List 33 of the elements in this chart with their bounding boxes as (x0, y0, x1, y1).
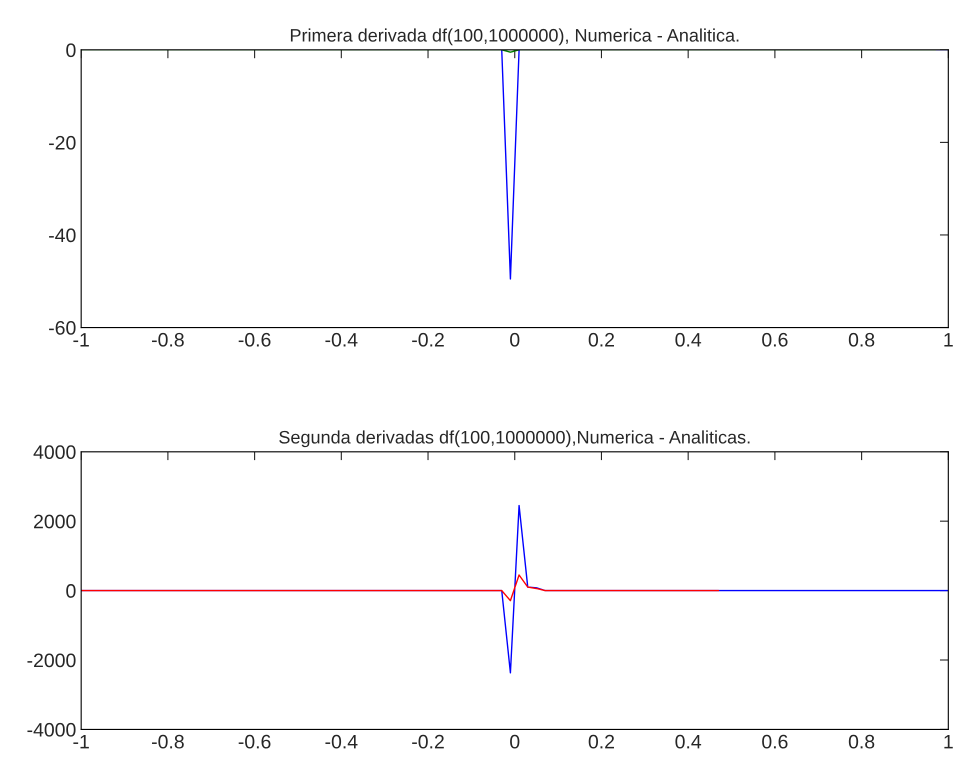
x-tick-label: -0.8 (152, 332, 184, 347)
x-tick-label: 0.2 (588, 734, 614, 749)
y-tick-label: -4000 (27, 722, 76, 737)
y-tick-label: 0 (66, 43, 76, 58)
y-tick-label: -20 (49, 136, 76, 150)
x-tick-label: 0.6 (762, 734, 788, 749)
x-tick-label: -0.4 (325, 734, 358, 749)
x-tick-label: 0 (510, 734, 520, 749)
y-tick-label: 2000 (34, 514, 76, 528)
y-tick-label: -60 (49, 320, 76, 335)
chart-title: Segunda derivadas df(100,1000000),Numerica - Analiticas. (279, 430, 750, 448)
y-tick-label: -40 (49, 228, 76, 242)
x-tick-label: 0.6 (762, 332, 788, 347)
chart-title: Primera derivada df(100,1000000), Numerica - Analitica. (290, 28, 738, 46)
x-tick-label: 0.4 (675, 734, 702, 749)
x-tick-label: -0.6 (238, 332, 271, 347)
x-tick-label: -0.4 (325, 332, 358, 347)
y-tick-label: 0 (66, 584, 76, 598)
x-tick-label: 0.8 (848, 332, 874, 347)
x-tick-label: -0.6 (238, 734, 271, 749)
x-tick-label: -1 (73, 734, 89, 748)
x-tick-label: 1 (944, 734, 953, 748)
x-tick-label: 0.2 (588, 332, 614, 347)
x-tick-label: 1 (944, 333, 953, 346)
x-tick-label: -0.8 (152, 734, 184, 749)
x-tick-label: -0.2 (412, 734, 444, 749)
x-tick-label: 0 (510, 332, 520, 347)
x-tick-label: 0.8 (848, 734, 874, 749)
x-tick-label: 0.4 (675, 332, 702, 347)
y-tick-label: 4000 (34, 445, 76, 459)
y-tick-label: -2000 (27, 653, 76, 668)
x-tick-label: -0.2 (412, 332, 444, 347)
x-tick-label: -1 (73, 333, 89, 346)
